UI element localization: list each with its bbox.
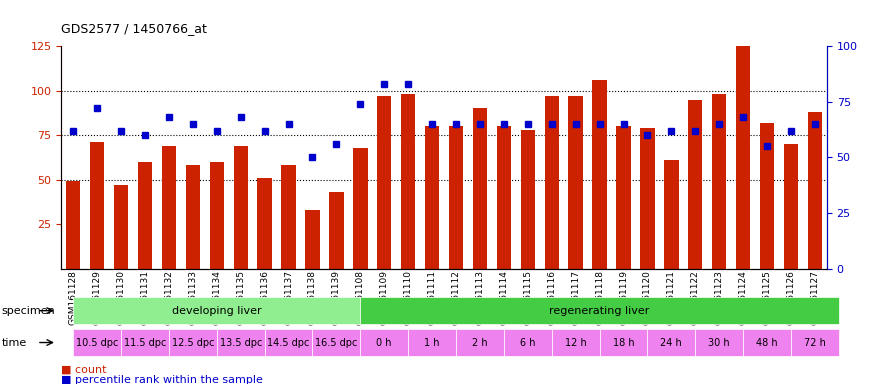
Text: 1 h: 1 h [424, 338, 440, 348]
Text: time: time [2, 338, 27, 348]
Bar [425, 126, 439, 269]
Bar [90, 142, 104, 269]
Bar [282, 166, 296, 269]
Bar [497, 126, 511, 269]
Bar [138, 162, 152, 269]
Text: 12.5 dpc: 12.5 dpc [172, 338, 214, 348]
Text: ■ count: ■ count [61, 364, 107, 374]
Text: 2 h: 2 h [473, 338, 487, 348]
Bar [521, 130, 535, 269]
Bar [473, 108, 487, 269]
Text: regenerating liver: regenerating liver [550, 306, 650, 316]
Text: 10.5 dpc: 10.5 dpc [76, 338, 118, 348]
Bar [114, 185, 129, 269]
Bar [210, 162, 224, 269]
Text: specimen: specimen [2, 306, 55, 316]
Bar [354, 147, 367, 269]
Bar [736, 46, 751, 269]
Bar [401, 94, 416, 269]
Text: 12 h: 12 h [564, 338, 586, 348]
Text: 13.5 dpc: 13.5 dpc [220, 338, 262, 348]
Bar [66, 182, 80, 269]
Bar [329, 192, 344, 269]
Bar [377, 96, 391, 269]
Bar [712, 94, 726, 269]
Text: developing liver: developing liver [172, 306, 262, 316]
Bar [760, 123, 774, 269]
Bar [162, 146, 176, 269]
Bar [664, 160, 678, 269]
Text: GDS2577 / 1450766_at: GDS2577 / 1450766_at [61, 22, 207, 35]
Text: ■ percentile rank within the sample: ■ percentile rank within the sample [61, 375, 263, 384]
Text: 16.5 dpc: 16.5 dpc [315, 338, 358, 348]
Text: 11.5 dpc: 11.5 dpc [123, 338, 166, 348]
Bar [784, 144, 798, 269]
Text: 30 h: 30 h [709, 338, 730, 348]
Bar [544, 96, 559, 269]
Bar [592, 80, 606, 269]
Bar [808, 112, 822, 269]
Bar [569, 96, 583, 269]
Bar [688, 99, 703, 269]
Text: 48 h: 48 h [756, 338, 778, 348]
Text: 72 h: 72 h [804, 338, 826, 348]
Text: 6 h: 6 h [520, 338, 536, 348]
Text: 24 h: 24 h [661, 338, 682, 348]
Bar [234, 146, 248, 269]
Text: 18 h: 18 h [612, 338, 634, 348]
Bar [616, 126, 631, 269]
Bar [449, 126, 463, 269]
Text: 0 h: 0 h [376, 338, 392, 348]
Bar [257, 178, 272, 269]
Bar [186, 166, 200, 269]
Bar [305, 210, 319, 269]
Text: 14.5 dpc: 14.5 dpc [268, 338, 310, 348]
Bar [640, 128, 654, 269]
